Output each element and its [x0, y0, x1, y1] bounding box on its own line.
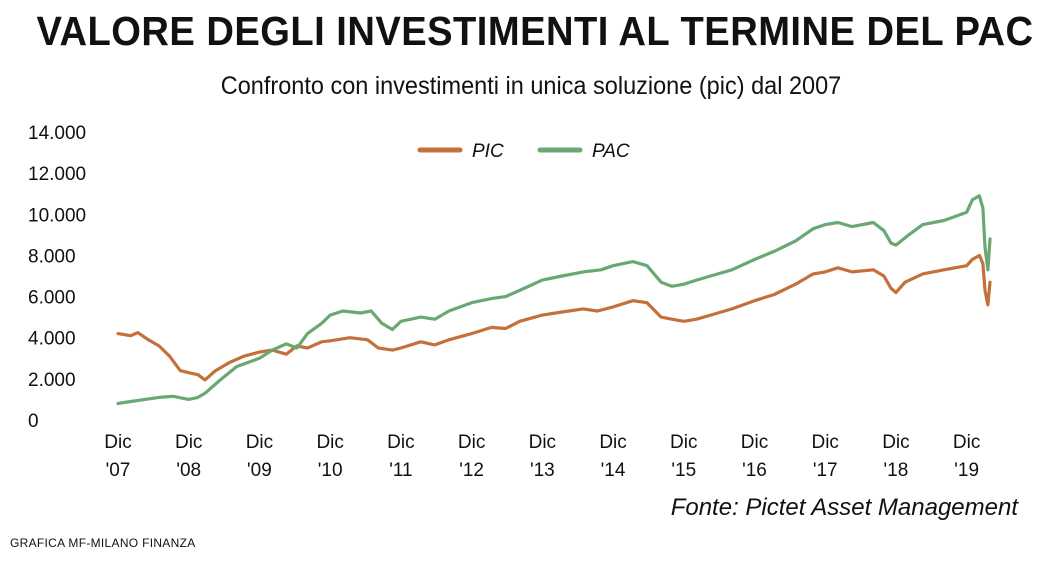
- x-tick-label: Dic: [953, 432, 980, 453]
- graphic-credit: GRAFICA MF-MILANO FINANZA: [10, 536, 196, 550]
- x-tick-label: Dic: [104, 432, 131, 453]
- y-tick-label: 2.000: [28, 370, 76, 391]
- x-tick-label: Dic: [387, 432, 414, 453]
- x-tick-label: Dic: [458, 432, 485, 453]
- y-tick-label: 10.000: [28, 205, 86, 226]
- x-tick-label: Dic: [882, 432, 909, 453]
- legend-label-pic: PIC: [472, 141, 504, 162]
- y-tick-label: 6.000: [28, 288, 76, 309]
- x-tick-label: Dic: [599, 432, 626, 453]
- legend-label-pac: PAC: [592, 141, 630, 162]
- x-tick-label: Dic: [811, 432, 838, 453]
- x-tick-label: '10: [318, 460, 343, 481]
- x-tick-label: Dic: [316, 432, 343, 453]
- series-line-pac: [116, 194, 992, 406]
- x-tick-label: '13: [530, 460, 555, 481]
- x-tick-label: Dic: [175, 432, 202, 453]
- y-tick-label: 12.000: [28, 164, 86, 185]
- x-tick-label: '19: [954, 460, 979, 481]
- x-tick-label: '17: [813, 460, 838, 481]
- chart-title: VALORE DEGLI INVESTIMENTI AL TERMINE DEL…: [36, 8, 1034, 54]
- x-tick-label: '18: [884, 460, 909, 481]
- x-tick-label: '15: [671, 460, 696, 481]
- x-tick-label: Dic: [670, 432, 697, 453]
- x-tick-label: '09: [247, 460, 272, 481]
- x-tick-label: '08: [176, 460, 201, 481]
- x-tick-label: '16: [742, 460, 767, 481]
- y-tick-label: 4.000: [28, 329, 76, 350]
- x-tick-label: '11: [389, 460, 412, 481]
- x-tick-label: '14: [601, 460, 626, 481]
- y-tick-label: 8.000: [28, 246, 76, 267]
- x-tick-label: Dic: [529, 432, 556, 453]
- x-tick-label: '07: [106, 460, 131, 481]
- y-tick-label: 0: [28, 411, 39, 432]
- series-line-pic: [116, 253, 992, 382]
- chart-subtitle: Confronto con investimenti in unica solu…: [220, 72, 842, 100]
- x-tick-label: Dic: [246, 432, 273, 453]
- x-tick-label: Dic: [741, 432, 768, 453]
- y-tick-label: 14.000: [28, 123, 86, 144]
- x-tick-label: '12: [459, 460, 484, 481]
- chart-source: Fonte: Pictet Asset Management: [670, 494, 1018, 521]
